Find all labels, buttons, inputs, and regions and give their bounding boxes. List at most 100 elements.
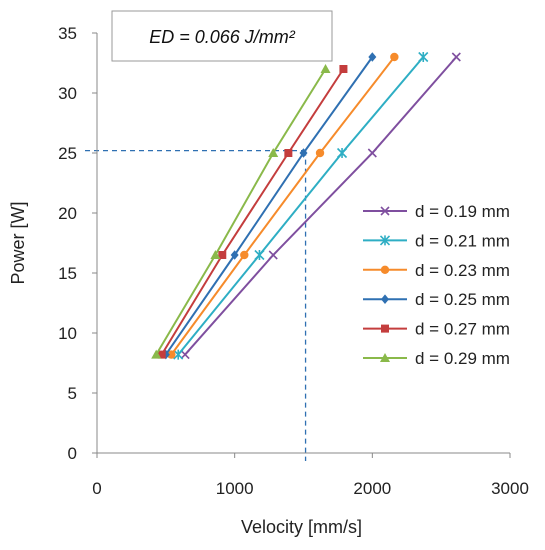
- y-tick-label: 5: [68, 384, 77, 403]
- legend-entry: d = 0.23 mm: [363, 261, 510, 280]
- marker-x-shape: [451, 52, 461, 62]
- legend-label: d = 0.25 mm: [415, 290, 510, 309]
- data-point: [390, 52, 399, 62]
- series-3: [167, 52, 399, 359]
- annotation-box: ED = 0.066 J/mm²: [111, 10, 333, 62]
- y-tick-label: 25: [58, 144, 77, 163]
- marker-diamond-shape: [299, 148, 308, 158]
- y-axis-title: Power [W]: [8, 201, 28, 284]
- series-2: [173, 51, 429, 360]
- marker-star-shape: [336, 147, 348, 159]
- data-point: [180, 350, 190, 360]
- legend-swatch-marker: [379, 235, 391, 246]
- marker-circle-shape: [240, 250, 249, 260]
- marker-triangle-shape: [380, 353, 390, 362]
- marker-diamond-shape: [368, 52, 377, 62]
- legend-entry: d = 0.21 mm: [363, 231, 510, 250]
- data-point: [336, 147, 348, 159]
- data-point: [151, 349, 162, 359]
- marker-circle-shape: [167, 350, 176, 359]
- series-line: [170, 56, 396, 356]
- series-1: [180, 52, 461, 360]
- y-tick-label: 20: [58, 204, 77, 223]
- data-point: [218, 251, 227, 259]
- series-6: [151, 64, 331, 359]
- legend-label: d = 0.27 mm: [415, 320, 510, 339]
- data-point: [157, 350, 166, 359]
- legend-label: d = 0.29 mm: [415, 349, 510, 368]
- legend-entry: d = 0.19 mm: [363, 202, 510, 221]
- marker-x-shape: [380, 206, 390, 216]
- data-point: [230, 250, 239, 260]
- marker-diamond-shape: [381, 294, 389, 304]
- data-point: [254, 249, 265, 261]
- series-4: [161, 52, 377, 360]
- x-tick-label: 1000: [216, 479, 254, 498]
- marker-circle-shape: [390, 52, 399, 62]
- annotation-frame: [111, 10, 333, 62]
- marker-x-shape: [367, 148, 377, 158]
- marker-square-shape: [218, 251, 227, 259]
- y-tick-label: 15: [58, 264, 77, 283]
- data-point: [240, 250, 249, 260]
- marker-star-shape: [418, 51, 429, 63]
- series-line: [155, 68, 327, 356]
- marker-square-shape: [157, 350, 166, 359]
- data-point: [339, 65, 348, 73]
- y-tick-label: 35: [58, 24, 77, 43]
- legend-label: d = 0.19 mm: [415, 202, 510, 221]
- series-line: [160, 68, 345, 356]
- legend-swatch-marker: [381, 324, 389, 333]
- marker-triangle-shape: [320, 64, 331, 73]
- data-point: [367, 148, 377, 158]
- data-point: [210, 250, 221, 259]
- marker-triangle-shape: [151, 349, 162, 359]
- marker-star-shape: [173, 349, 184, 360]
- marker-triangle-shape: [210, 250, 221, 259]
- marker-square-shape: [339, 65, 348, 73]
- y-tick-label: 30: [58, 84, 77, 103]
- marker-x-shape: [268, 250, 278, 260]
- x-tick-label: 0: [92, 479, 101, 498]
- x-axis-title: Velocity [mm/s]: [241, 517, 362, 537]
- legend-entry: d = 0.29 mm: [363, 349, 510, 368]
- legend-label: d = 0.23 mm: [415, 261, 510, 280]
- legend-swatch-marker: [380, 265, 390, 274]
- data-point: [268, 148, 279, 157]
- series-5: [157, 65, 348, 359]
- series-line: [165, 56, 374, 356]
- data-point: [368, 52, 377, 62]
- data-point: [320, 64, 331, 73]
- data-point: [299, 148, 308, 158]
- data-point: [418, 51, 429, 63]
- legend-swatch-marker: [380, 206, 390, 216]
- legend-swatch-marker: [381, 294, 389, 304]
- legend-entry: d = 0.25 mm: [363, 290, 510, 309]
- data-point: [315, 148, 325, 158]
- data-point: [284, 149, 293, 157]
- legend-swatch-marker: [380, 353, 390, 362]
- marker-circle-shape: [315, 148, 325, 158]
- x-tick-label: 2000: [353, 479, 391, 498]
- y-tick-label: 0: [68, 444, 77, 463]
- marker-star-shape: [254, 249, 265, 261]
- x-tick-label: 3000: [491, 479, 529, 498]
- marker-triangle-shape: [268, 148, 279, 157]
- series-line: [184, 56, 458, 356]
- data-point: [167, 350, 176, 359]
- marker-square-shape: [381, 324, 389, 333]
- marker-star-shape: [379, 235, 391, 246]
- marker-square-shape: [284, 149, 293, 157]
- marker-diamond-shape: [230, 250, 239, 260]
- data-point: [173, 349, 184, 360]
- legend-label: d = 0.21 mm: [415, 231, 510, 250]
- legend-entry: d = 0.27 mm: [363, 320, 510, 339]
- data-point: [268, 250, 278, 260]
- series-line: [177, 56, 425, 356]
- marker-circle-shape: [380, 265, 390, 274]
- y-tick-label: 10: [58, 324, 77, 343]
- annotation-text: ED = 0.066 J/mm²: [149, 27, 296, 47]
- data-point: [451, 52, 461, 62]
- marker-x-shape: [180, 350, 190, 360]
